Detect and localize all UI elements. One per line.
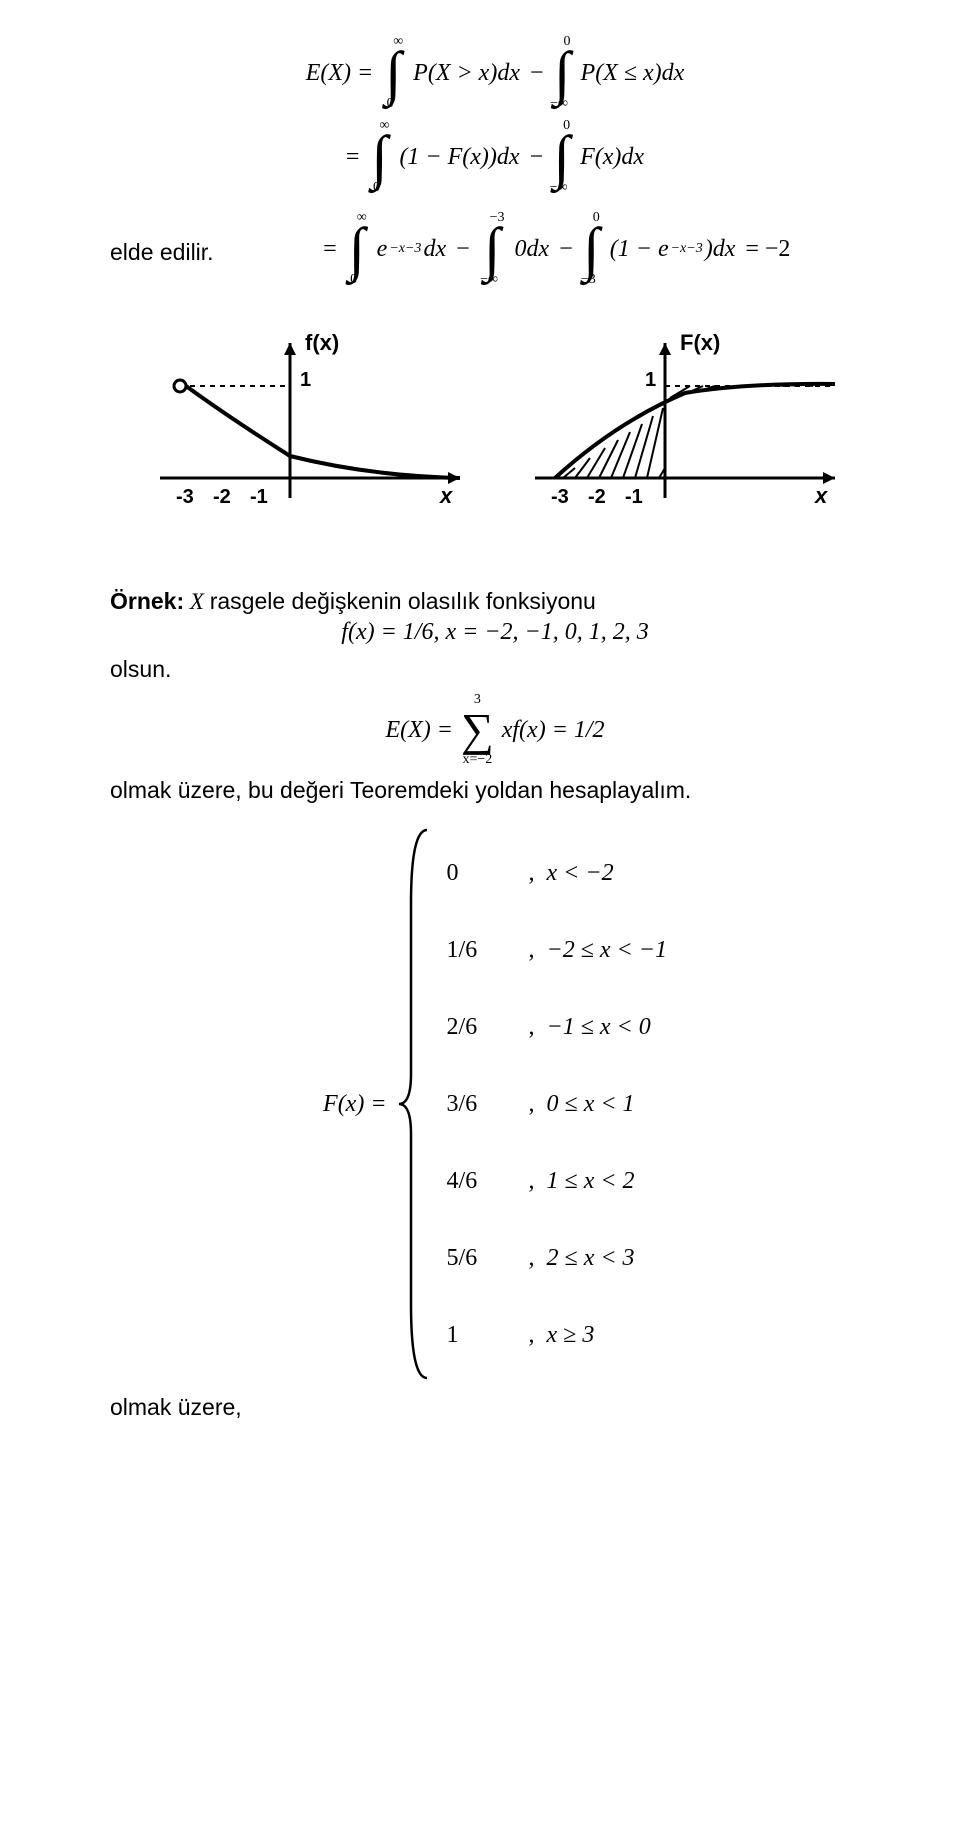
sum-expression: E(X) = 3 ∑ x=−2 xf(x) = 1/2 bbox=[110, 693, 880, 767]
Fx-lhs: F(x) = bbox=[323, 1091, 387, 1118]
ornek-label: Örnek: bbox=[110, 588, 184, 614]
figures-row: f(x) x -3 -2 -1 1 F(x) x bbox=[110, 328, 880, 528]
sum-body: xf(x) = 1/2 bbox=[502, 717, 605, 744]
case-row: 5/6 , 2 ≤ x < 3 bbox=[447, 1245, 667, 1272]
case-row: 1 , x ≥ 3 bbox=[447, 1322, 667, 1349]
integral-1a: ∞ ∫ 0 bbox=[383, 38, 403, 108]
fx-xlabel: x bbox=[439, 483, 453, 508]
integral-symbol: ∫ bbox=[371, 127, 387, 187]
fx-xtick-m1: -1 bbox=[250, 486, 268, 508]
eq3-int2-body: 0dx bbox=[515, 237, 550, 261]
fx-ylabel: f(x) bbox=[305, 330, 339, 355]
ornek-line: Örnek: X rasgele değişkenin olasılık fon… bbox=[110, 588, 880, 615]
minus: − bbox=[559, 237, 573, 261]
integral-2a: ∞ ∫ 0 bbox=[369, 122, 389, 192]
Fx-xtick-m2: -2 bbox=[588, 486, 606, 508]
left-brace-icon bbox=[397, 824, 433, 1384]
eq3-rhs: = −2 bbox=[745, 237, 790, 261]
eq1-int2-body: P(X ≤ x)dx bbox=[581, 61, 685, 85]
Fx-xlabel: x bbox=[814, 483, 828, 508]
eq3-int3-body: (1 − e−x−3)dx bbox=[610, 237, 736, 261]
fx-xtick-m2: -2 bbox=[213, 486, 231, 508]
elde-edilir-label: elde edilir. bbox=[110, 239, 214, 266]
case-row: 1/6 , −2 ≤ x < −1 bbox=[447, 937, 667, 964]
minus: − bbox=[530, 61, 544, 85]
integral-2b: 0 ∫ −∞ bbox=[553, 122, 570, 192]
Fx-xtick-m3: -3 bbox=[551, 486, 569, 508]
sigma-symbol: 3 ∑ x=−2 bbox=[461, 693, 494, 767]
olmak-uzere-label: olmak üzere, bbox=[110, 1394, 880, 1421]
equation-3: = ∞ ∫ 0 e−x−3dx − −3 ∫ −∞ 0dx − 0 ∫ −3 bbox=[234, 214, 880, 284]
integral-1b: 0 ∫ −∞ bbox=[554, 38, 571, 108]
integral-symbol: ∫ bbox=[554, 43, 570, 103]
eq2-int2-body: F(x)dx bbox=[580, 145, 644, 169]
hesap-text: olmak üzere, bu değeri Teoremdeki yoldan… bbox=[110, 777, 880, 804]
fx-xtick-m3: -3 bbox=[176, 486, 194, 508]
Fx-ylabel: F(x) bbox=[680, 330, 720, 355]
eq1-int1-body: P(X > x)dx bbox=[413, 61, 520, 85]
ornek-X: X bbox=[190, 589, 210, 614]
integral-symbol: ∫ bbox=[583, 219, 599, 279]
integral-symbol: ∫ bbox=[385, 43, 401, 103]
eq3-lead: = bbox=[323, 237, 337, 261]
ornek-rest: rasgele değişkenin olasılık fonksiyonu bbox=[210, 588, 596, 614]
piecewise-Fx: F(x) = 0 , x < −2 1/6 , −2 ≤ x < −1 2/6 … bbox=[110, 824, 880, 1384]
integral-symbol: ∫ bbox=[348, 219, 364, 279]
olsun-label: olsun. bbox=[110, 656, 880, 683]
integral-symbol: ∫ bbox=[484, 219, 500, 279]
integral-3c: 0 ∫ −3 bbox=[583, 214, 600, 284]
minus: − bbox=[456, 237, 470, 261]
Fx-xtick-m1: -1 bbox=[625, 486, 643, 508]
fx-definition: f(x) = 1/6, x = −2, −1, 0, 1, 2, 3 bbox=[110, 619, 880, 646]
case-row: 2/6 , −1 ≤ x < 0 bbox=[447, 1014, 667, 1041]
integral-symbol: ∫ bbox=[553, 127, 569, 187]
page-root: E(X) = ∞ ∫ 0 P(X > x)dx − 0 ∫ −∞ P(X ≤ x… bbox=[0, 0, 960, 1481]
equation-2: = ∞ ∫ 0 (1 − F(x))dx − 0 ∫ −∞ F(x)dx bbox=[110, 122, 880, 192]
eq1-lhs: E(X) = bbox=[306, 61, 374, 85]
cases-list: 0 , x < −2 1/6 , −2 ≤ x < −1 2/6 , −1 ≤ … bbox=[433, 840, 667, 1369]
equation-1: E(X) = ∞ ∫ 0 P(X > x)dx − 0 ∫ −∞ P(X ≤ x… bbox=[110, 38, 880, 108]
equation-3-row: elde edilir. = ∞ ∫ 0 e−x−3dx − −3 ∫ −∞ 0… bbox=[110, 206, 880, 298]
integral-3b: −3 ∫ −∞ bbox=[480, 214, 505, 284]
figure-Fx: F(x) x -3 -2 -1 1 bbox=[515, 328, 850, 528]
eq2-int1-body: (1 − F(x))dx bbox=[399, 145, 519, 169]
fx-ytick-1: 1 bbox=[300, 369, 311, 391]
case-row: 0 , x < −2 bbox=[447, 860, 667, 887]
integral-3a: ∞ ∫ 0 bbox=[347, 214, 367, 284]
case-row: 4/6 , 1 ≤ x < 2 bbox=[447, 1168, 667, 1195]
sum-lhs: E(X) = bbox=[385, 717, 453, 744]
minus: − bbox=[530, 145, 544, 169]
Fx-ytick-1: 1 bbox=[645, 369, 656, 391]
figure-fx: f(x) x -3 -2 -1 1 bbox=[140, 328, 475, 528]
eq3-int1-body: e−x−3dx bbox=[377, 237, 446, 261]
case-row: 3/6 , 0 ≤ x < 1 bbox=[447, 1091, 667, 1118]
eq2-lead: = bbox=[346, 145, 360, 169]
